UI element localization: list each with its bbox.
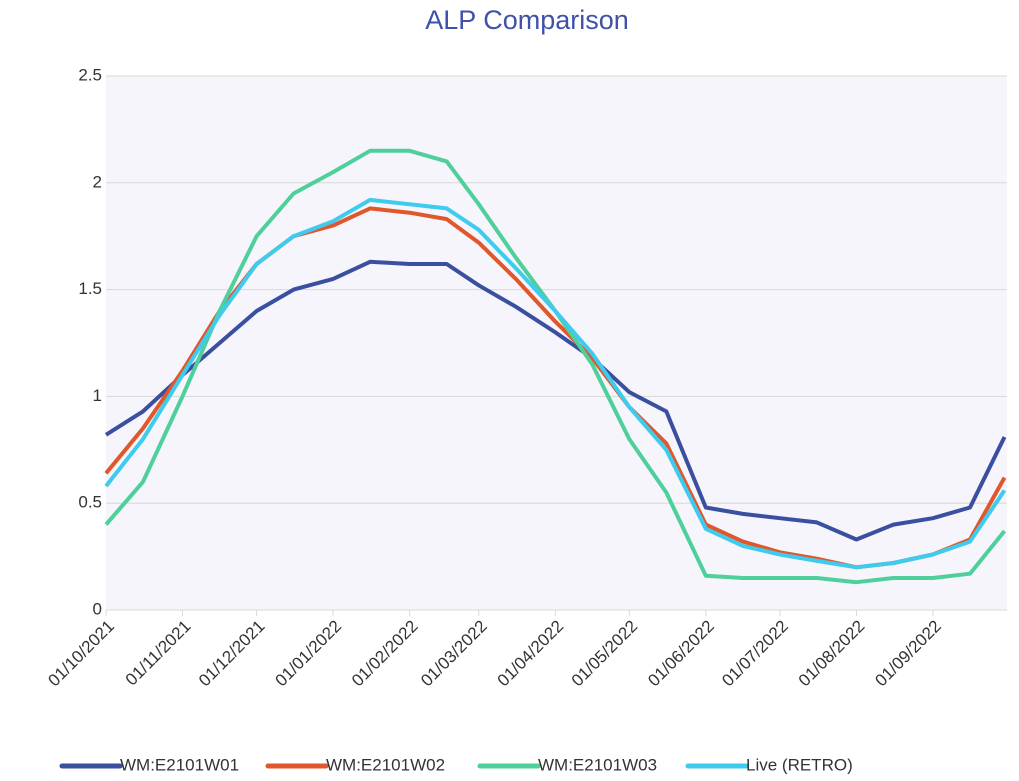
x-tick-label: 01/03/2022 — [417, 617, 491, 691]
y-tick-label: 1 — [93, 386, 102, 405]
x-tick-label: 01/11/2021 — [122, 617, 195, 690]
series-line — [104, 259, 1007, 542]
y-tick-label: 0.5 — [78, 493, 102, 512]
legend-label: WM:E2101W02 — [326, 755, 445, 774]
x-tick-label: 01/12/2021 — [195, 617, 269, 691]
x-tick-label: 01/10/2021 — [44, 617, 118, 691]
x-tick-label: 01/05/2022 — [568, 617, 642, 691]
legend-label: Live (RETRO) — [746, 755, 853, 774]
x-tick-label: 01/09/2022 — [871, 617, 945, 691]
legend-label: WM:E2101W03 — [538, 755, 657, 774]
series-line — [104, 197, 1007, 570]
y-tick-label: 2.5 — [78, 65, 102, 84]
x-tick-label: 01/08/2022 — [795, 617, 869, 691]
x-tick-label: 01/06/2022 — [644, 617, 718, 691]
plot-area — [106, 76, 1007, 610]
legend-label: WM:E2101W01 — [120, 755, 239, 774]
x-tick-label: 01/04/2022 — [494, 617, 568, 691]
x-tick-label: 01/01/2022 — [271, 617, 345, 691]
chart-title: ALP Comparison — [425, 5, 629, 35]
x-tick-label: 01/07/2022 — [718, 617, 792, 691]
y-tick-label: 1.5 — [78, 279, 102, 298]
y-tick-label: 0 — [93, 599, 102, 618]
y-tick-label: 2 — [93, 172, 102, 191]
x-tick-label: 01/02/2022 — [348, 617, 422, 691]
